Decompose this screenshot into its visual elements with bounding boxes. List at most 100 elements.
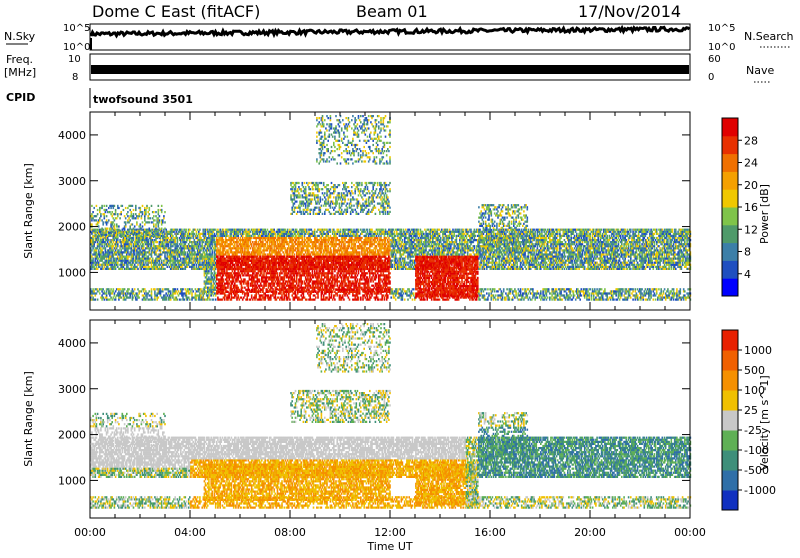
power-echo-cell — [117, 257, 119, 260]
power-echo-cell — [168, 257, 171, 260]
power-echo-cell — [270, 253, 272, 256]
power-echo-cell — [174, 259, 176, 262]
power-echo-cell — [247, 245, 250, 248]
power-echo-cell — [113, 247, 116, 250]
power-echo-cell — [221, 278, 224, 281]
power-echo-cell — [220, 236, 223, 240]
power-echo-cell — [301, 232, 304, 235]
power-echo-cell — [122, 241, 125, 244]
power-echo-cell — [186, 247, 189, 250]
power-echo-cell — [120, 263, 122, 266]
power-echo-cell — [203, 298, 206, 301]
power-echo-cell — [235, 272, 237, 275]
power-echo-cell — [273, 270, 275, 273]
power-echo-cell — [126, 263, 128, 266]
power-echo-cell — [284, 247, 287, 250]
power-echo-cell — [103, 236, 106, 240]
power-echo-cell — [292, 230, 295, 233]
power-echo-cell — [284, 230, 287, 233]
power-echo-cell — [104, 247, 107, 250]
power-echo-cell — [100, 228, 102, 231]
power-echo-cell — [231, 282, 234, 285]
power-echo-cell — [203, 230, 206, 233]
power-echo-cell — [90, 241, 92, 244]
power-echo-cell — [300, 210, 302, 213]
power-echo-cell — [293, 208, 296, 211]
power-echo-cell — [235, 228, 237, 231]
power-echo-cell — [148, 298, 151, 301]
power-echo-cell — [150, 239, 153, 242]
power-echo-cell — [109, 290, 111, 293]
power-echo-cell — [280, 257, 282, 260]
power-echo-cell — [126, 267, 128, 270]
power-echo-cell — [203, 239, 206, 242]
power-echo-cell — [127, 206, 129, 210]
power-echo-cell — [279, 259, 281, 262]
power-echo-cell — [275, 253, 278, 256]
power-echo-cell — [187, 232, 190, 235]
power-echo-cell — [299, 196, 301, 199]
power-echo-cell — [183, 267, 185, 270]
power-echo-cell — [232, 278, 235, 281]
power-echo-cell — [147, 229, 149, 232]
power-echo-cell — [247, 294, 250, 297]
power-echo-cell — [154, 267, 156, 270]
power-echo-cell — [129, 261, 131, 264]
power-echo-cell — [121, 241, 124, 244]
power-echo-cell — [109, 245, 111, 248]
power-echo-cell — [289, 230, 291, 233]
power-echo-cell — [147, 263, 149, 266]
power-echo-cell — [105, 288, 108, 291]
power-echo-cell — [99, 245, 101, 248]
power-echo-cell — [281, 286, 283, 289]
power-echo-cell — [172, 261, 174, 264]
power-echo-cell — [137, 257, 139, 260]
power-echo-cell — [212, 241, 215, 244]
power-echo-cell — [283, 230, 286, 233]
power-echo-cell — [194, 267, 197, 270]
power-echo-cell — [204, 261, 207, 265]
power-echo-cell — [158, 263, 161, 266]
power-echo-cell — [280, 234, 282, 237]
power-echo-cell — [120, 204, 122, 207]
power-echo-cell — [118, 251, 120, 254]
power-echo-cell — [219, 234, 221, 237]
power-echo-cell — [148, 261, 151, 264]
power-echo-cell — [220, 230, 223, 233]
power-echo-cell — [141, 253, 144, 256]
power-echo-cell — [151, 298, 154, 301]
power-echo-cell — [173, 230, 175, 233]
power-echo-cell — [266, 243, 269, 246]
power-echo-cell — [244, 261, 246, 265]
power-echo-cell — [153, 219, 155, 222]
power-echo-cell — [214, 274, 217, 277]
power-echo-cell — [126, 294, 128, 297]
power-echo-cell — [273, 243, 275, 246]
power-echo-cell — [272, 259, 274, 262]
power-echo-cell — [238, 257, 241, 260]
power-echo-cell — [201, 247, 203, 250]
power-echo-cell — [167, 292, 170, 295]
power-echo-cell — [118, 292, 120, 295]
power-echo-cell — [189, 253, 191, 256]
power-echo-cell — [213, 251, 216, 254]
power-echo-cell — [204, 270, 207, 273]
power-echo-cell — [204, 255, 207, 258]
power-echo-cell — [236, 286, 238, 289]
power-echo-cell — [160, 296, 163, 299]
power-echo-cell — [141, 204, 144, 207]
power-echo-cell — [182, 253, 184, 256]
power-echo-cell — [283, 239, 286, 242]
power-echo-cell — [114, 257, 117, 260]
power-echo-cell — [194, 296, 197, 299]
power-echo-cell — [203, 290, 206, 293]
power-echo-cell — [164, 253, 166, 256]
power-echo-cell — [257, 245, 260, 248]
power-echo-cell — [225, 294, 227, 297]
power-echo-cell — [281, 296, 283, 299]
power-echo-cell — [204, 280, 207, 283]
power-echo-cell — [126, 255, 128, 258]
power-echo-cell — [97, 232, 100, 235]
power-echo-cell — [183, 243, 185, 246]
